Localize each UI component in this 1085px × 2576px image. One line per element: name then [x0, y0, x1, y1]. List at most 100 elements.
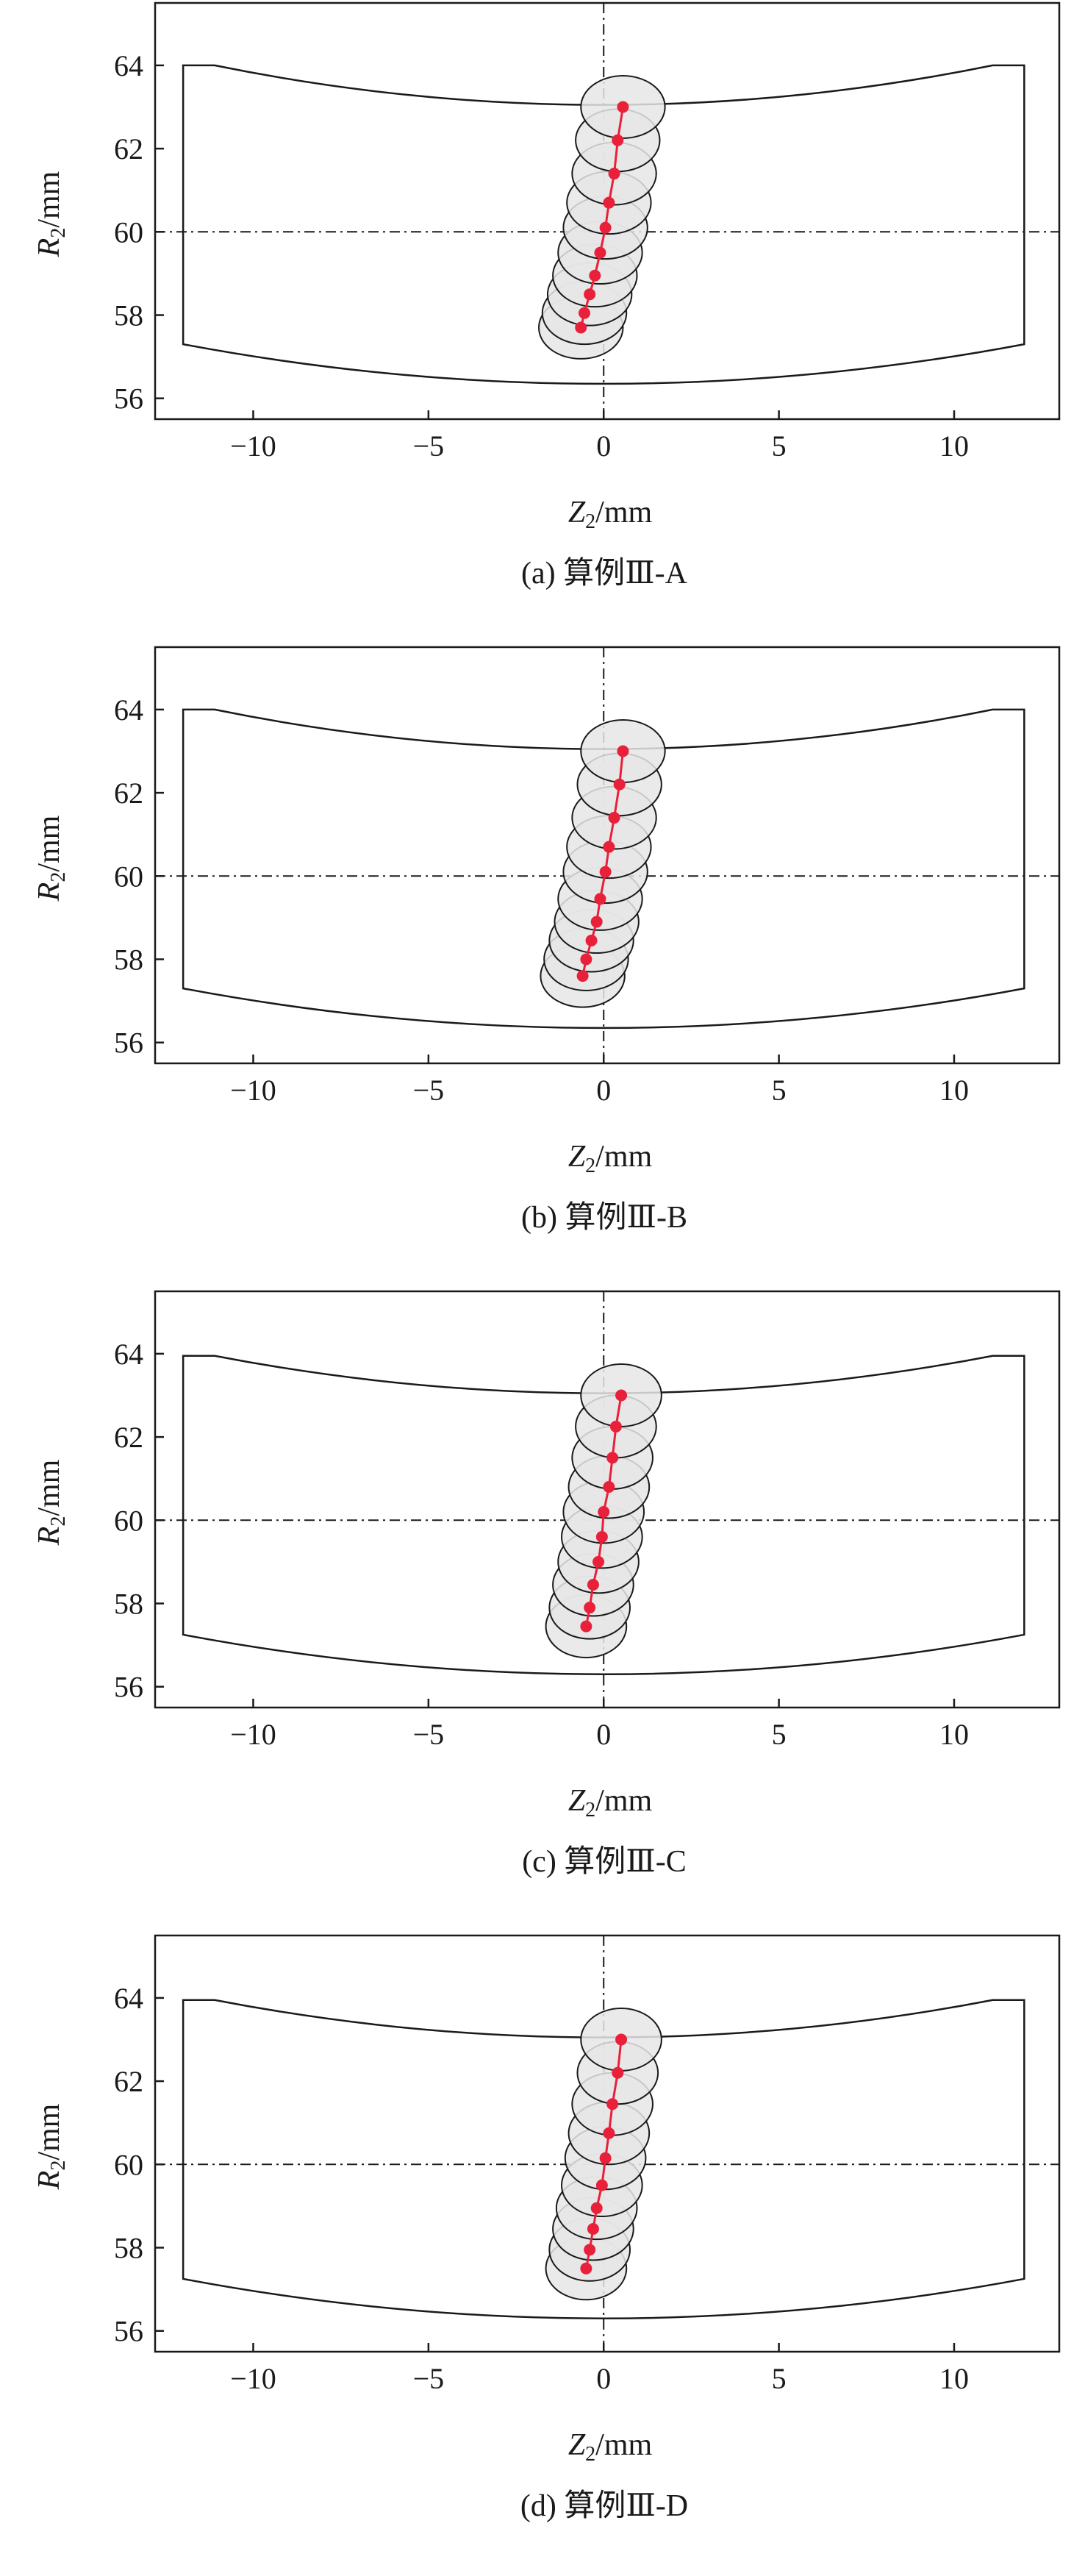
plot-frame — [154, 1, 1061, 421]
y-tick-label: 58 — [114, 1588, 143, 1621]
y-axis-label: R2/mm — [32, 171, 70, 257]
contact-point — [617, 101, 629, 113]
contact-point — [617, 745, 629, 757]
x-tick-label: 5 — [772, 1718, 787, 1751]
y-tick-label: 56 — [114, 1671, 143, 1704]
contact-path-line — [584, 1395, 623, 1627]
contact-point — [599, 2152, 612, 2164]
x-axis-label: Z2/mm — [568, 496, 653, 533]
cross-section-outline — [182, 1355, 1025, 1675]
contact-point — [584, 1602, 596, 1614]
x-tick-label: 10 — [939, 1074, 969, 1107]
plot-frame — [154, 646, 1061, 1065]
x-tick-label: −10 — [230, 1718, 276, 1751]
contact-point — [595, 1530, 608, 1543]
contact-point — [587, 1579, 599, 1591]
chart-panel: −10 −5 0 5 10 56 58 60 62 64 Z2/mm R2/mm (a) 算例Ⅲ-A — [0, 0, 1085, 643]
contact-point — [599, 866, 612, 878]
y-tick-label: 58 — [114, 299, 143, 332]
chart-svg: −10 −5 0 5 10 56 58 60 62 64 Z2/mm R2/mm (d) 算例Ⅲ-D — [32, 1934, 1061, 2523]
x-tick-label: 10 — [939, 429, 969, 463]
chart-panel: −10 −5 0 5 10 56 58 60 62 64 Z2/mm R2/mm (c) 算例Ⅲ-C — [0, 1288, 1085, 1932]
contact-point — [615, 1389, 628, 1402]
x-tick-label: 5 — [772, 429, 787, 463]
y-tick-label: 60 — [114, 215, 143, 249]
contact-point — [603, 196, 615, 209]
x-tick-label: 5 — [772, 1074, 787, 1107]
x-tick-label: 10 — [939, 1718, 969, 1751]
contact-point — [608, 168, 620, 180]
panel-caption: (d) 算例Ⅲ-D — [520, 2489, 688, 2523]
contact-path-line — [581, 751, 624, 977]
y-tick-label: 58 — [114, 2232, 143, 2265]
contact-point — [580, 953, 592, 966]
x-tick-label: −10 — [230, 429, 276, 463]
y-tick-label: 56 — [114, 382, 143, 415]
cross-section-outline — [182, 708, 1025, 1030]
x-tick-label: −5 — [413, 429, 445, 463]
x-axis-label: Z2/mm — [568, 1140, 653, 1177]
plot-frame — [154, 1934, 1061, 2353]
contact-point — [613, 778, 626, 791]
y-tick-label: 56 — [114, 2315, 143, 2348]
contact-point — [584, 2244, 596, 2256]
plot-frame — [154, 1290, 1061, 1709]
contact-point — [585, 935, 598, 947]
contact-point — [592, 1555, 605, 1568]
contact-point — [603, 1481, 615, 1494]
y-tick-label: 64 — [114, 1982, 143, 2015]
contact-point — [612, 134, 624, 146]
x-tick-label: 0 — [596, 1718, 611, 1751]
y-tick-label: 64 — [114, 49, 143, 82]
panel-caption: (b) 算例Ⅲ-B — [521, 1201, 687, 1235]
contact-path-line — [584, 2039, 623, 2269]
chart-panel: −10 −5 0 5 10 56 58 60 62 64 Z2/mm R2/mm (d) 算例Ⅲ-D — [0, 1933, 1085, 2576]
contact-point — [599, 221, 612, 234]
contact-point — [594, 246, 606, 259]
panel-caption: (a) 算例Ⅲ-A — [521, 557, 688, 591]
y-tick-label: 56 — [114, 1027, 143, 1060]
contact-point — [609, 1420, 622, 1433]
y-tick-label: 62 — [114, 1421, 143, 1454]
panel-caption: (c) 算例Ⅲ-C — [522, 1845, 687, 1879]
contact-point — [595, 2179, 608, 2191]
y-tick-label: 60 — [114, 1504, 143, 1537]
x-tick-label: −10 — [230, 2362, 276, 2395]
contact-point — [590, 2202, 603, 2214]
x-tick-label: −5 — [413, 1718, 445, 1751]
contact-point — [576, 970, 589, 982]
y-tick-label: 64 — [114, 1338, 143, 1371]
y-tick-label: 60 — [114, 2148, 143, 2181]
cross-section-outline — [182, 64, 1025, 385]
contact-point — [590, 916, 603, 928]
contact-path-line — [579, 107, 624, 328]
x-tick-label: 0 — [596, 1074, 611, 1107]
contact-point — [584, 288, 596, 301]
contact-point — [608, 812, 620, 824]
x-axis-label: Z2/mm — [568, 2428, 653, 2466]
x-tick-label: −10 — [230, 1074, 276, 1107]
contact-point — [580, 2262, 592, 2274]
x-tick-label: 0 — [596, 2362, 611, 2395]
x-tick-label: 0 — [596, 429, 611, 463]
x-tick-label: 10 — [939, 2362, 969, 2395]
x-tick-label: 5 — [772, 2362, 787, 2395]
contact-point — [589, 269, 601, 282]
contact-point — [606, 1452, 619, 1464]
cross-section-outline — [182, 1999, 1025, 2319]
y-tick-label: 62 — [114, 777, 143, 810]
x-tick-label: −5 — [413, 2362, 445, 2395]
y-axis-label: R2/mm — [32, 815, 70, 902]
contact-point — [580, 1620, 592, 1633]
contact-point — [587, 2223, 599, 2236]
contact-point — [594, 893, 606, 905]
contact-point — [598, 1505, 610, 1518]
y-axis-label: R2/mm — [32, 1459, 70, 1546]
contact-point — [606, 2098, 619, 2111]
x-tick-label: −5 — [413, 1074, 445, 1107]
contact-point — [612, 2066, 624, 2079]
y-tick-label: 60 — [114, 860, 143, 893]
contact-point — [603, 841, 615, 853]
contact-point — [579, 307, 591, 319]
